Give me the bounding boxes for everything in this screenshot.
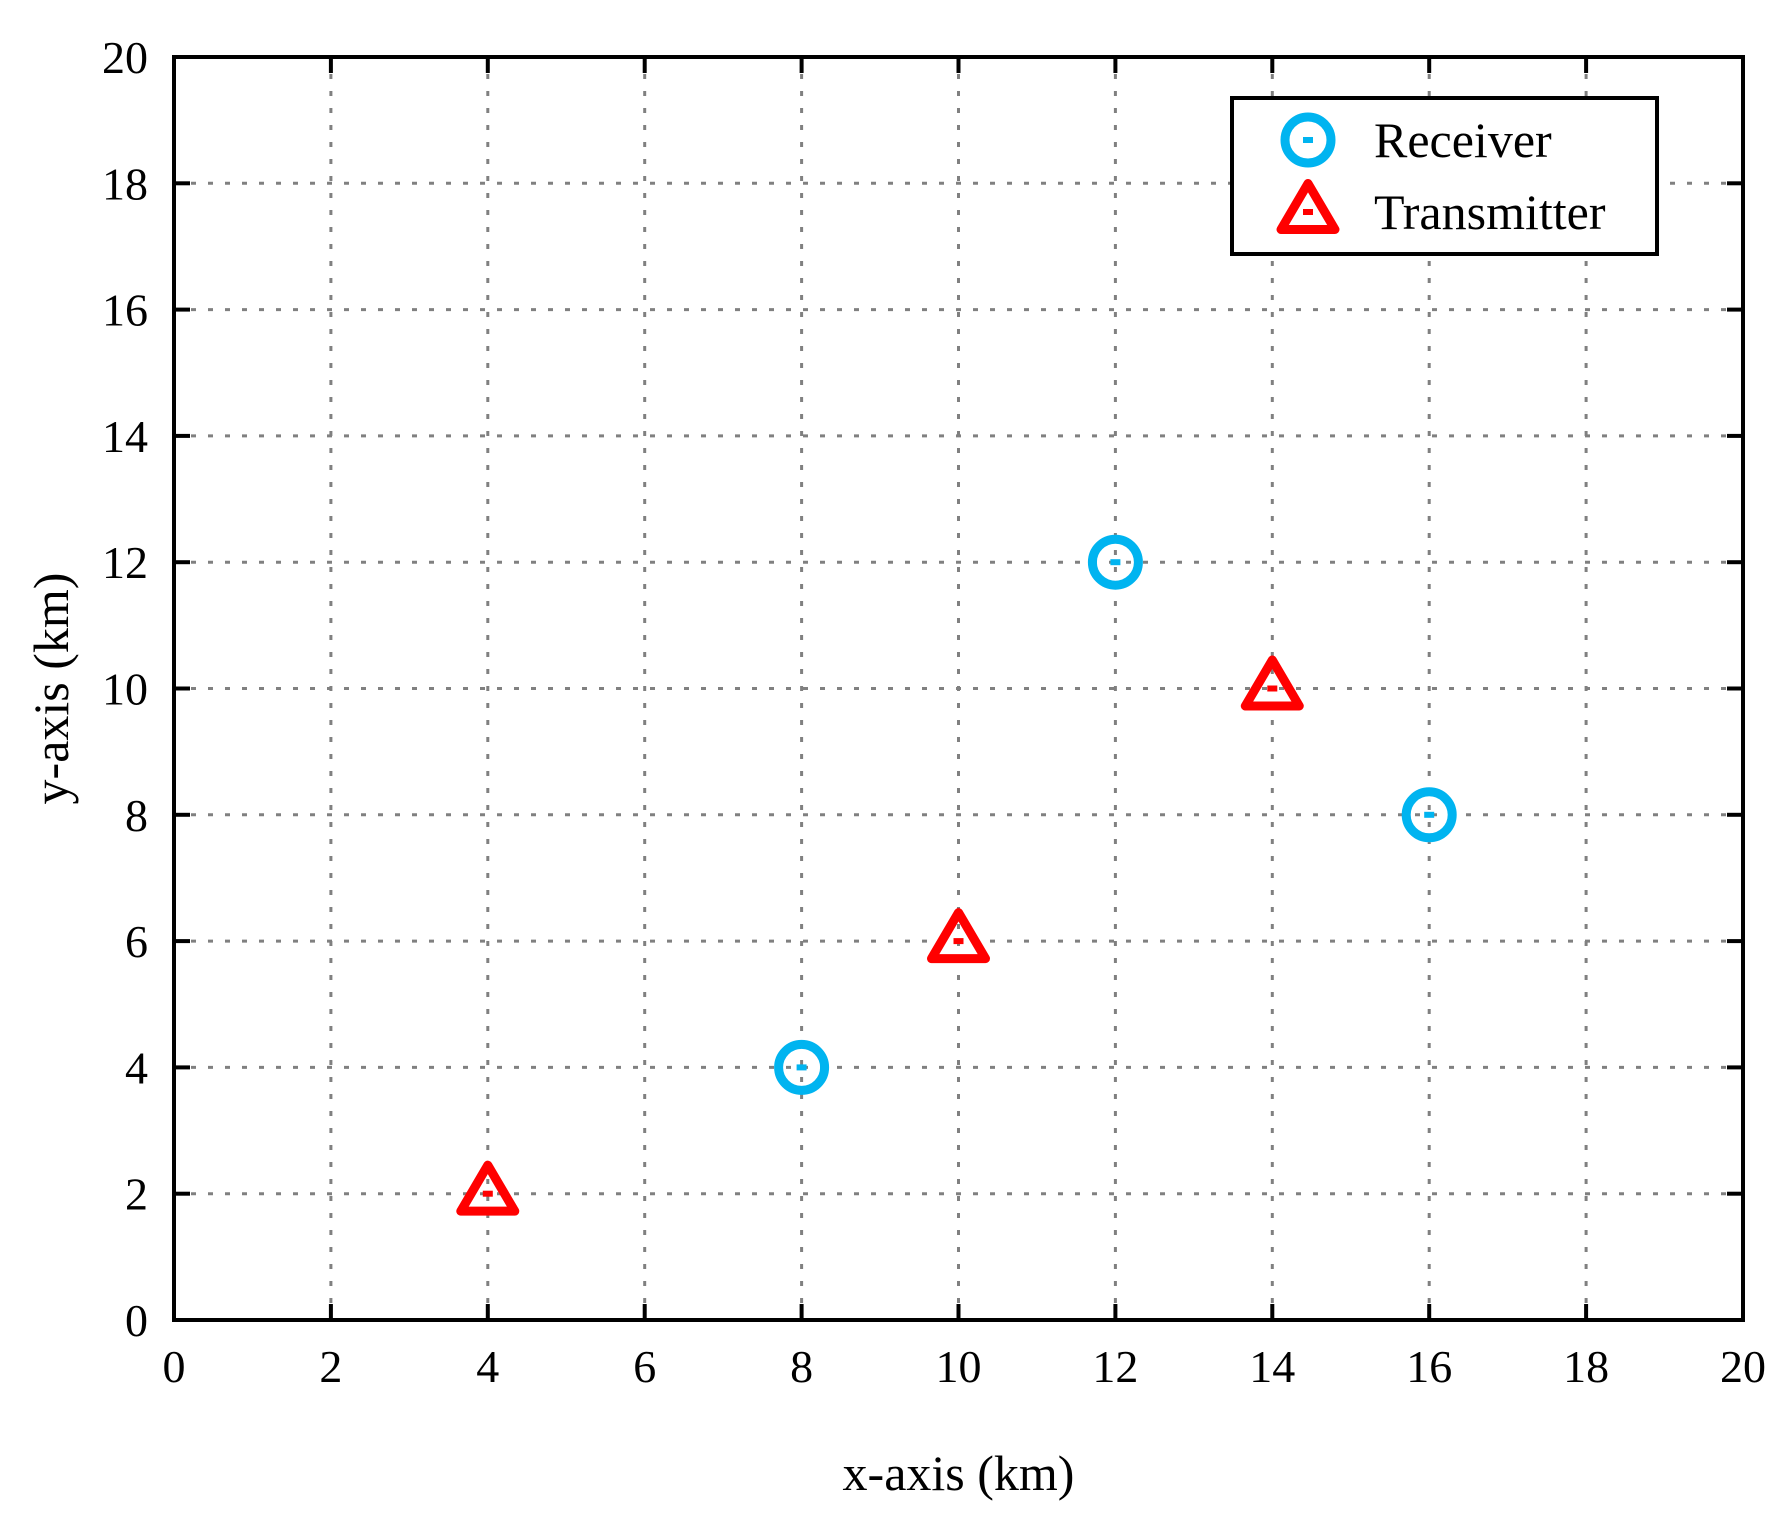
x-tick-label: 8 xyxy=(790,1341,813,1392)
x-axis-label: x-axis (km) xyxy=(843,1445,1075,1501)
transmitter-point xyxy=(927,908,990,964)
legend-triangle-icon xyxy=(1276,178,1340,234)
x-tick-label: 12 xyxy=(1092,1341,1138,1392)
legend: Receiver Transmitter xyxy=(1230,96,1659,256)
tick-labels: 0 2 4 6 8 10 12 14 16 18 20 0 2 4 6 8 10 12 14 16 18 20 xyxy=(102,32,1766,1392)
legend-label: Transmitter xyxy=(1374,184,1606,240)
data-points xyxy=(456,534,1457,1216)
y-tick-label: 2 xyxy=(125,1169,148,1220)
y-axis-label: y-axis (km) xyxy=(23,573,79,805)
legend-circle-icon xyxy=(1280,112,1336,168)
y-tick-label: 20 xyxy=(102,32,148,83)
x-tick-label: 14 xyxy=(1249,1341,1295,1392)
plot-frame xyxy=(172,55,1745,1322)
x-tick-label: 6 xyxy=(633,1341,656,1392)
x-tick-label: 4 xyxy=(476,1341,499,1392)
x-tick-label: 0 xyxy=(163,1341,186,1392)
receiver-point xyxy=(774,1039,830,1095)
legend-label: Receiver xyxy=(1374,112,1552,168)
y-tick-label: 12 xyxy=(102,537,148,588)
axis-ticks xyxy=(172,55,1745,1322)
y-tick-label: 14 xyxy=(102,411,148,462)
x-tick-label: 10 xyxy=(936,1341,982,1392)
x-tick-label: 16 xyxy=(1406,1341,1452,1392)
transmitter-point xyxy=(456,1160,520,1216)
y-tick-label: 10 xyxy=(102,664,148,715)
receiver-point xyxy=(1401,787,1457,843)
y-tick-label: 6 xyxy=(125,916,148,967)
y-tick-label: 18 xyxy=(102,158,148,209)
x-tick-label: 20 xyxy=(1720,1341,1766,1392)
receiver-point xyxy=(1087,534,1143,590)
y-tick-label: 8 xyxy=(125,790,148,841)
y-tick-label: 4 xyxy=(125,1042,148,1093)
y-tick-label: 16 xyxy=(102,285,148,336)
x-tick-label: 2 xyxy=(319,1341,342,1392)
x-tick-label: 18 xyxy=(1563,1341,1609,1392)
y-tick-label: 0 xyxy=(125,1295,148,1346)
transmitter-point xyxy=(1240,655,1304,711)
